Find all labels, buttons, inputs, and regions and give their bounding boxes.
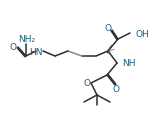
Text: O: O xyxy=(84,79,91,88)
Text: NH₂: NH₂ xyxy=(18,34,36,43)
Text: NH: NH xyxy=(122,59,136,68)
Text: OH: OH xyxy=(136,29,150,38)
Text: O: O xyxy=(112,85,120,94)
Text: O: O xyxy=(104,23,112,32)
Text: HN: HN xyxy=(29,47,43,56)
Text: ◀: ◀ xyxy=(106,50,110,55)
Text: O: O xyxy=(9,42,16,51)
